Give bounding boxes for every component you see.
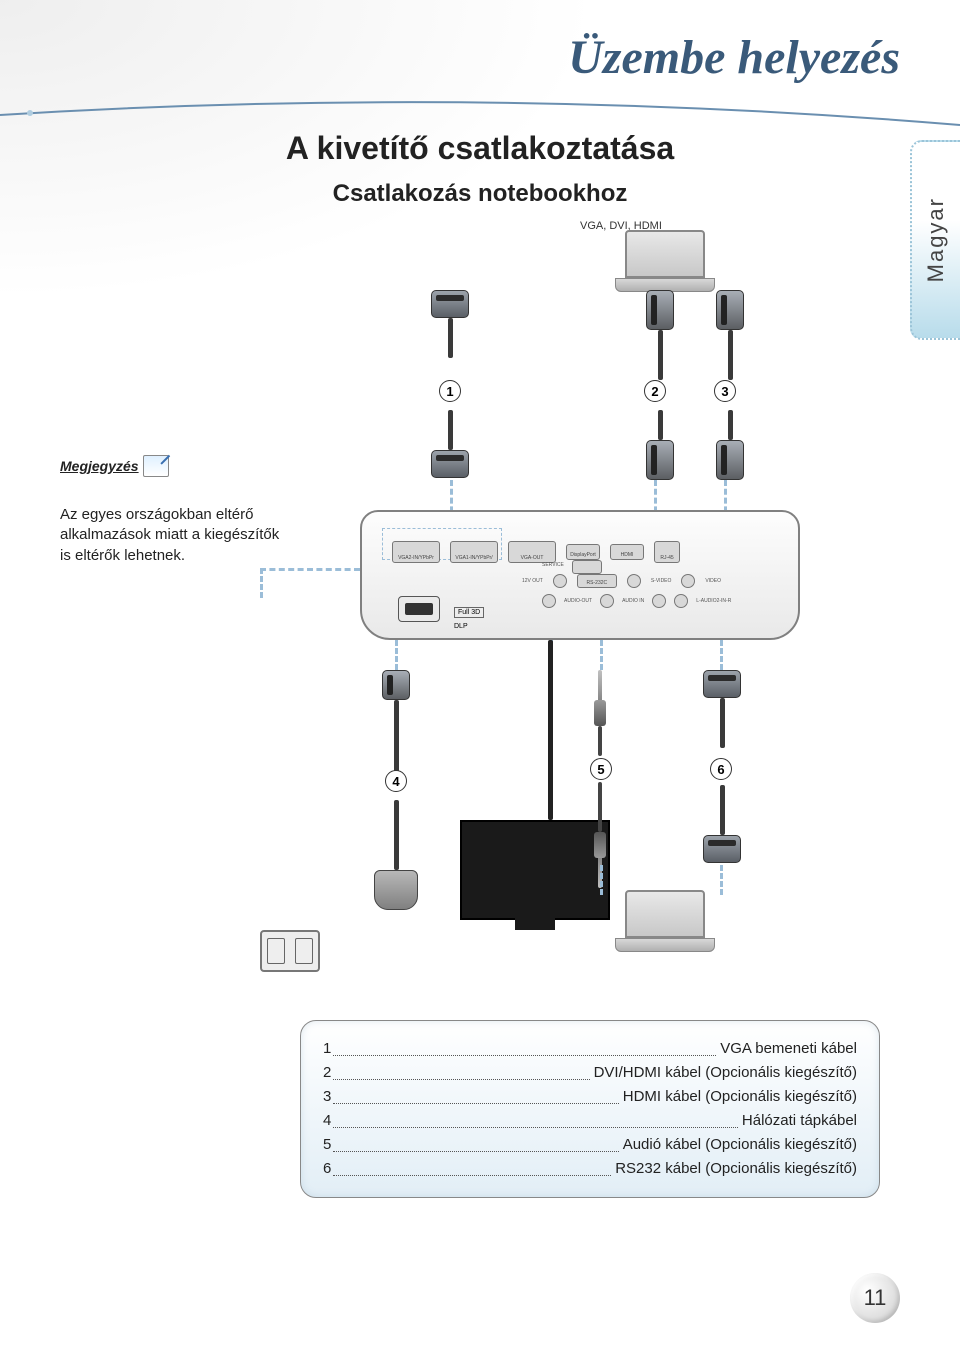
- cable-segment: [394, 800, 399, 870]
- connection-diagram: 1 2 3 VGA2-IN/YPbPr VGA1-IN/YPbPr/ VGA-O…: [300, 210, 860, 980]
- legend-label: DVI/HDMI kábel (Opcionális kiegészítő): [594, 1061, 857, 1085]
- port-vga-out: VGA-OUT: [508, 541, 556, 563]
- legend-row: 1 VGA bemeneti kábel: [323, 1037, 857, 1061]
- cable-rs232: [702, 670, 742, 748]
- port-svideo: [627, 574, 641, 588]
- dash-line: [600, 865, 603, 895]
- port-audio-in: [600, 594, 614, 608]
- legend-num: 2: [323, 1061, 331, 1085]
- port-video: [681, 574, 695, 588]
- dash-line: [395, 640, 398, 670]
- cable-audio-top: [594, 670, 606, 726]
- legend-row: 4 Hálózati tápkábel: [323, 1109, 857, 1133]
- port-hdmi: HDMI: [610, 544, 644, 560]
- cable-vga-end: [430, 410, 470, 478]
- legend-num: 6: [323, 1157, 331, 1181]
- port-rs232: RS-232C: [577, 574, 617, 588]
- legend-leader: [333, 1133, 618, 1152]
- subsection-title: Csatlakozás notebookhoz: [0, 180, 960, 208]
- cable-segment: [598, 782, 602, 832]
- wall-outlet: [260, 930, 320, 972]
- legend-row: 2 DVI/HDMI kábel (Opcionális kiegészítő): [323, 1061, 857, 1085]
- legend-label: HDMI kábel (Opcionális kiegészítő): [623, 1085, 857, 1109]
- language-label: Magyar: [923, 197, 949, 282]
- language-tab: Magyar: [910, 140, 960, 340]
- port-service: [572, 560, 602, 574]
- dash-line: [260, 568, 360, 571]
- legend-label: Hálózati tápkábel: [742, 1109, 857, 1133]
- port-row-3: AUDIO-OUT AUDIO IN L-AUDIO2-IN-R: [542, 594, 731, 608]
- marker-5: 5: [590, 758, 612, 780]
- full3d-badge: Full 3D: [454, 607, 484, 618]
- legend-box: 1 VGA bemeneti kábel 2 DVI/HDMI kábel (O…: [300, 1020, 880, 1198]
- port-rj45: RJ-45: [654, 541, 680, 563]
- port-row-2: 12V OUT RS-232C S-VIDEO VIDEO: [522, 574, 721, 588]
- port-label-service: SERVICE: [542, 562, 564, 568]
- port-audio-r: [674, 594, 688, 608]
- legend-leader: [333, 1085, 618, 1104]
- legend-num: 4: [323, 1109, 331, 1133]
- cable-hdmi-end: [710, 410, 750, 480]
- legend-num: 3: [323, 1085, 331, 1109]
- header-curve: [0, 95, 960, 135]
- legend-leader: [333, 1109, 738, 1128]
- cable-segment: [548, 640, 553, 820]
- power-plug: [366, 870, 426, 910]
- cable-vga: [430, 290, 470, 358]
- note-badge: Megjegyzés: [60, 455, 169, 477]
- cable-rs232-end: [702, 785, 742, 863]
- port-vga2-in: VGA2-IN/YPbPr: [392, 541, 440, 563]
- external-monitor: [460, 820, 610, 920]
- legend-num: 5: [323, 1133, 331, 1157]
- dlp-badge: DLP: [454, 623, 468, 630]
- cable-dvi: [640, 290, 680, 380]
- legend-leader: [333, 1037, 716, 1056]
- legend-row: 5 Audió kábel (Opcionális kiegészítő): [323, 1133, 857, 1157]
- note-badge-label: Megjegyzés: [60, 458, 139, 474]
- marker-3: 3: [714, 380, 736, 402]
- power-inlet: [398, 596, 440, 622]
- legend-row: 3 HDMI kábel (Opcionális kiegészítő): [323, 1085, 857, 1109]
- port-label-video: VIDEO: [705, 578, 721, 584]
- section-title: A kivetítő csatlakoztatása: [0, 130, 960, 167]
- dash-line: [260, 568, 263, 598]
- port-audio-l: [652, 594, 666, 608]
- marker-6: 6: [710, 758, 732, 780]
- marker-1: 1: [439, 380, 461, 402]
- port-label-12v: 12V OUT: [522, 578, 543, 584]
- legend-leader: [333, 1061, 589, 1080]
- cable-hdmi: [710, 290, 750, 380]
- dash-line: [600, 640, 603, 670]
- laptop-bottom: [610, 890, 720, 960]
- note-body-text: Az egyes országokban eltérő alkalmazások…: [60, 505, 290, 566]
- dash-line: [720, 865, 723, 895]
- marker-2: 2: [644, 380, 666, 402]
- legend-label: VGA bemeneti kábel: [720, 1037, 857, 1061]
- legend-label: Audió kábel (Opcionális kiegészítő): [623, 1133, 857, 1157]
- port-label-svideo: S-VIDEO: [651, 578, 672, 584]
- legend-num: 1: [323, 1037, 331, 1061]
- projector-back-panel: VGA2-IN/YPbPr VGA1-IN/YPbPr/ VGA-OUT Dis…: [360, 510, 800, 640]
- port-displayport: DisplayPort: [566, 544, 600, 560]
- legend-label: RS232 kábel (Opcionális kiegészítő): [615, 1157, 857, 1181]
- port-label-audio-out: AUDIO-OUT: [564, 598, 592, 604]
- dash-line: [720, 640, 723, 670]
- marker-4: 4: [385, 770, 407, 792]
- cable-segment: [598, 726, 602, 756]
- port-label-audio-in: AUDIO IN: [622, 598, 644, 604]
- legend-leader: [333, 1157, 611, 1176]
- cable-dvi-end: [640, 410, 680, 480]
- port-label-audio-lr: L-AUDIO2-IN-R: [696, 598, 731, 604]
- chapter-title: Üzembe helyezés: [568, 30, 900, 85]
- page-number: 11: [850, 1273, 900, 1323]
- port-vga1-in: VGA1-IN/YPbPr/: [450, 541, 498, 563]
- legend-row: 6 RS232 kábel (Opcionális kiegészítő): [323, 1157, 857, 1181]
- port-12v: [553, 574, 567, 588]
- note-icon: [143, 455, 169, 477]
- port-audio-out: [542, 594, 556, 608]
